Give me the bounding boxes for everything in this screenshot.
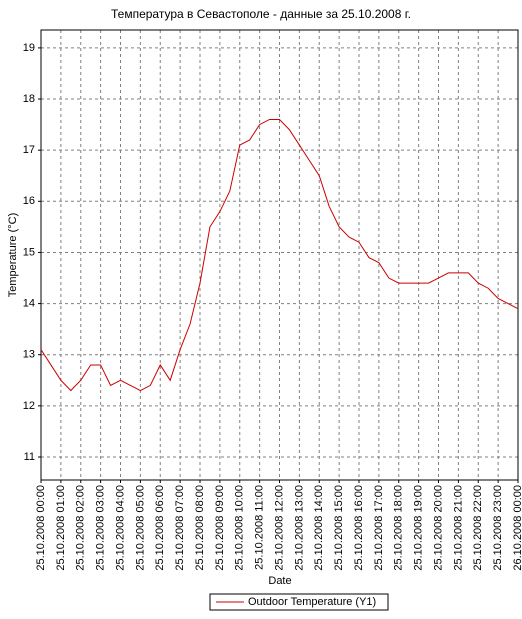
x-tick-label: 25.10.2008 15:00: [333, 485, 345, 571]
x-tick-label: 25.10.2008 13:00: [293, 485, 305, 571]
series-line: [40, 118, 519, 392]
y-tick-label: 13: [23, 349, 35, 361]
x-tick-label: 25.10.2008 18:00: [393, 485, 405, 571]
x-tick-label: 25.10.2008 19:00: [413, 485, 425, 571]
x-tick-label: 25.10.2008 14:00: [313, 485, 325, 571]
x-tick-label: 25.10.2008 07:00: [174, 485, 186, 571]
x-tick-label: 25.10.2008 11:00: [254, 485, 266, 570]
y-tick-label: 16: [23, 195, 35, 207]
x-tick-label: 25.10.2008 21:00: [452, 485, 464, 571]
chart-title: Температура в Севастополе - данные за 25…: [111, 7, 411, 21]
x-tick-label: 25.10.2008 08:00: [194, 485, 206, 571]
x-tick-label: 25.10.2008 16:00: [353, 485, 365, 571]
y-tick-label: 12: [23, 400, 35, 412]
x-tick-label: 25.10.2008 01:00: [55, 485, 67, 571]
x-tick-label: 25.10.2008 03:00: [95, 485, 107, 571]
y-tick-label: 15: [23, 246, 35, 258]
x-tick-label: 26.10.2008 00:00: [512, 485, 522, 571]
x-tick-label: 25.10.2008 00:00: [35, 485, 47, 571]
x-tick-label: 25.10.2008 10:00: [234, 485, 246, 571]
x-tick-label: 25.10.2008 20:00: [432, 485, 444, 571]
legend: [209, 593, 389, 611]
x-tick-label: 25.10.2008 05:00: [134, 485, 146, 571]
y-tick-label: 17: [23, 144, 35, 156]
x-axis-label: Date: [268, 575, 291, 587]
x-tick-label: 25.10.2008 23:00: [492, 485, 504, 571]
y-axis-label: Temperature (°C): [7, 213, 19, 297]
y-tick-label: 11: [24, 451, 35, 463]
x-tick-label: 25.10.2008 02:00: [75, 485, 87, 571]
y-tick-label: 18: [23, 93, 35, 105]
y-tick-label: 19: [23, 42, 35, 54]
x-tick-label: 25.10.2008 22:00: [472, 485, 484, 571]
x-tick-label: 25.10.2008 17:00: [373, 485, 385, 571]
x-tick-label: 25.10.2008 04:00: [114, 485, 126, 571]
x-tick-label: 25.10.2008 12:00: [273, 485, 285, 571]
x-tick-label: 25.10.2008 06:00: [154, 485, 166, 571]
x-tick-label: 25.10.2008 09:00: [214, 485, 226, 571]
y-tick-label: 14: [23, 297, 35, 309]
legend-label: Outdoor Temperature (Y1): [248, 596, 376, 608]
plot-border: [40, 29, 519, 481]
